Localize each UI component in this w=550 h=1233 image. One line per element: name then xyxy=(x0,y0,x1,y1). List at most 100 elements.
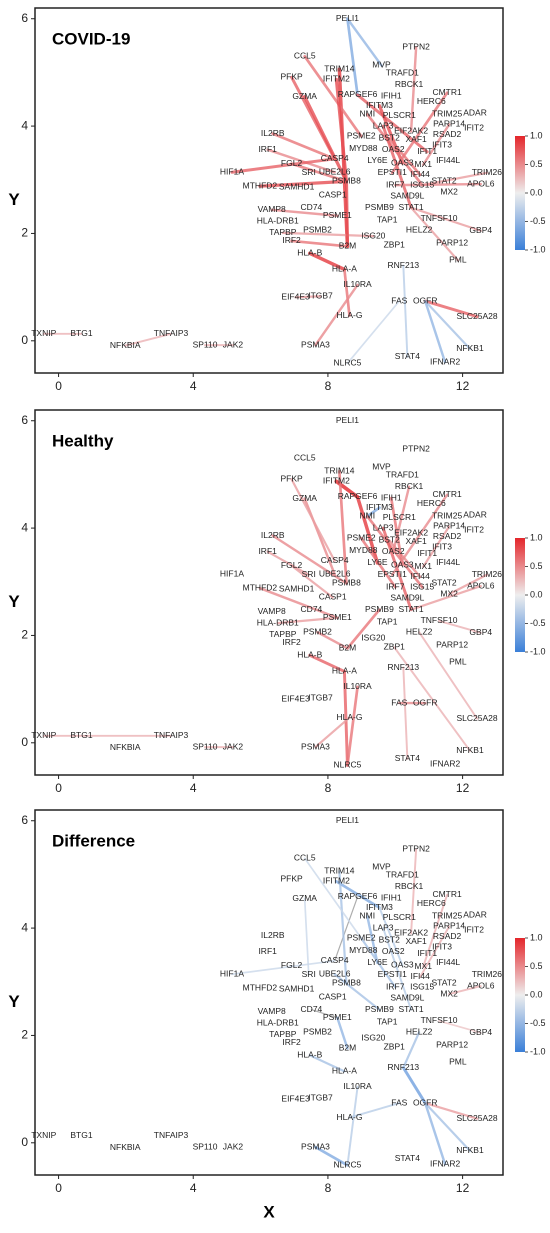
node-label: SLC25A28 xyxy=(457,311,498,321)
node-label: STAT2 xyxy=(431,978,456,988)
node-label: ISG15 xyxy=(410,179,434,189)
node-label: RAPGEF6 xyxy=(338,89,378,99)
edge xyxy=(365,514,424,589)
node-label: PML xyxy=(449,255,467,265)
node-label: PSMB2 xyxy=(303,1026,332,1036)
node-label: IFITM3 xyxy=(366,100,393,110)
colorbar xyxy=(515,938,525,1052)
edge xyxy=(438,619,482,634)
edge xyxy=(355,495,380,565)
node-label: GBP4 xyxy=(469,1027,492,1037)
node-label: RBCK1 xyxy=(395,481,424,491)
node-label: HLA-DRB1 xyxy=(257,1017,299,1027)
node-label: APOL6 xyxy=(467,580,495,590)
node-label: NLRC5 xyxy=(334,358,362,368)
node-label: JAK2 xyxy=(223,339,244,349)
node-label: PSMB8 xyxy=(332,176,361,186)
node-label: PSME2 xyxy=(347,533,376,543)
edge xyxy=(390,91,449,175)
node-label: RNF213 xyxy=(388,260,420,270)
node-label: NMI xyxy=(360,911,376,921)
node-label: TNFAIP3 xyxy=(154,328,189,338)
node-label: IFIT2 xyxy=(464,924,484,934)
edge xyxy=(346,17,359,97)
node-label: HLA-A xyxy=(332,1066,357,1076)
edge xyxy=(421,123,451,166)
node-label: TAPBP xyxy=(269,227,297,237)
node-label: RSAD2 xyxy=(433,931,462,941)
edge xyxy=(271,534,348,585)
edge xyxy=(424,1101,472,1152)
colorbar-tick-label: 0.5 xyxy=(530,961,543,971)
edge xyxy=(303,897,310,976)
node-label: SP110 xyxy=(193,1141,218,1151)
node-label: FAS xyxy=(391,1097,407,1107)
node-label: CCL5 xyxy=(294,51,316,61)
x-tick-label: 12 xyxy=(456,379,470,393)
x-axis-label: X xyxy=(263,1202,275,1221)
node-label: STAT2 xyxy=(431,578,456,588)
node-label: ADAR xyxy=(463,909,487,919)
node-label: IFITM3 xyxy=(366,902,393,912)
node-label: MX1 xyxy=(414,561,432,571)
node-label: MVP xyxy=(372,462,391,472)
node-label: HELZ2 xyxy=(406,1026,433,1036)
node-label: IFIH1 xyxy=(381,492,402,502)
panel: 0 4 8 120246YXDifferencePELI1PTPN2CCL5MVPTR… xyxy=(8,809,546,1221)
node-label: SP110 xyxy=(193,339,218,349)
node-label: PFKP xyxy=(280,873,303,883)
node-label: IFI44L xyxy=(436,957,460,967)
node-label: B2M xyxy=(339,241,356,251)
edge xyxy=(391,493,449,577)
edge xyxy=(334,880,381,910)
node-label: PSMB8 xyxy=(332,978,361,988)
node-label: MX1 xyxy=(414,159,432,169)
node-label: IFI44 xyxy=(410,169,430,179)
node-label: TNFSF10 xyxy=(421,615,458,625)
node-label: CMTR1 xyxy=(432,489,462,499)
node-label: IL10RA xyxy=(343,681,372,691)
node-label: PSME2 xyxy=(347,933,376,943)
node-label: IFIT3 xyxy=(432,140,452,150)
edge xyxy=(402,1031,421,1069)
y-tick-label: 0 xyxy=(21,735,28,749)
node-label: PSMA3 xyxy=(301,339,330,349)
node-label: TXNIP xyxy=(31,730,56,740)
node-label: STAT2 xyxy=(431,176,456,186)
node-label: PTPN2 xyxy=(402,443,430,453)
node-label: SLC25A28 xyxy=(457,713,498,723)
node-label: PSME1 xyxy=(323,210,352,220)
node-label: PSMB2 xyxy=(303,626,332,636)
edge xyxy=(394,182,483,187)
y-tick-label: 4 xyxy=(21,920,28,934)
node-label: ITGB7 xyxy=(308,290,333,300)
node-label: UBE2L6 xyxy=(319,167,351,177)
node-label: UBE2L6 xyxy=(319,569,351,579)
node-label: IFNAR2 xyxy=(430,357,461,367)
node-label: PARP12 xyxy=(436,237,468,247)
x-tick-label: 8 xyxy=(325,379,332,393)
node-label: TAP1 xyxy=(377,1016,398,1026)
colorbar-tick-label: -0.5 xyxy=(530,1018,546,1028)
node-label: MYD88 xyxy=(349,143,378,153)
edge xyxy=(423,1101,447,1166)
node-label: BST2 xyxy=(379,935,401,945)
node-label: LY6E xyxy=(367,557,387,567)
node-label: SAMHD1 xyxy=(279,584,315,594)
edge xyxy=(230,157,337,174)
node-label: CD74 xyxy=(301,202,323,212)
node-label: CCL5 xyxy=(294,453,316,463)
node-label: RBCK1 xyxy=(395,881,424,891)
node-label: ISG20 xyxy=(361,1032,385,1042)
node-label: HLA-A xyxy=(332,264,357,274)
node-label: IFIT3 xyxy=(432,542,452,552)
node-label: PTPN2 xyxy=(402,41,430,51)
node-label: IFITM2 xyxy=(323,74,350,84)
edge xyxy=(308,251,347,272)
node-label: TRIM25 xyxy=(432,109,463,119)
node-label: IFIT3 xyxy=(432,942,452,952)
node-label: PML xyxy=(449,657,467,667)
edge xyxy=(290,478,336,562)
node-label: CCL5 xyxy=(294,853,316,863)
